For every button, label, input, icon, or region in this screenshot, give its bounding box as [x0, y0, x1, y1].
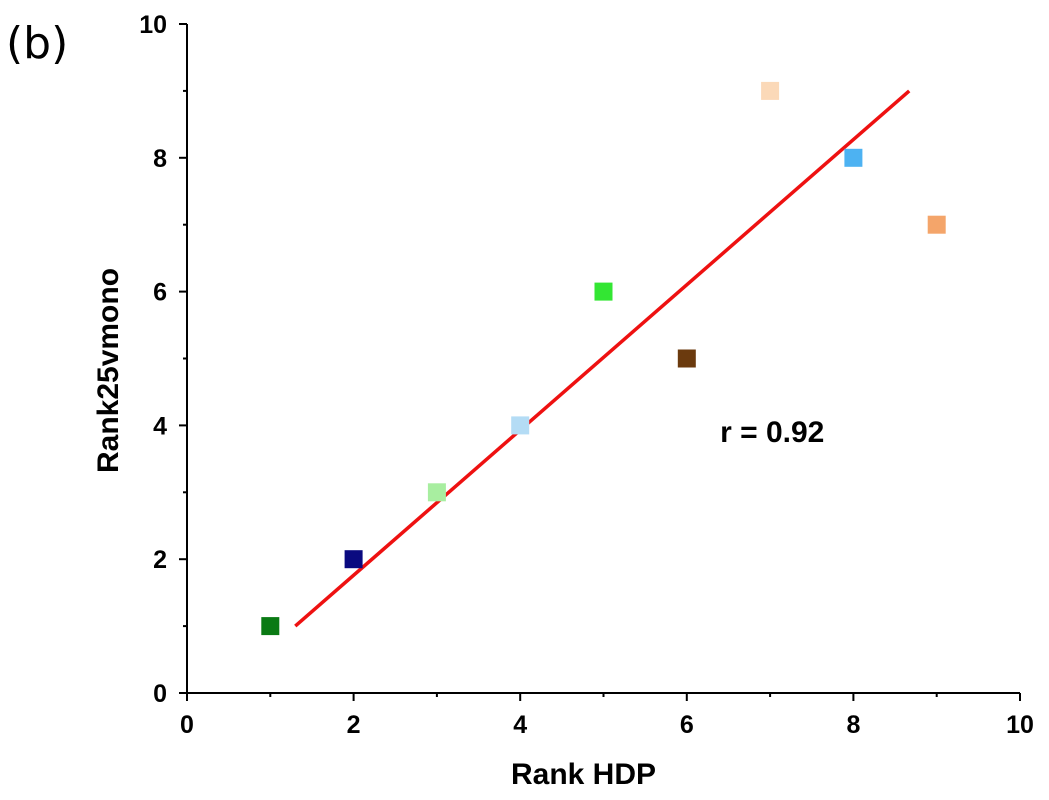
data-point [677, 349, 696, 368]
fit-line [294, 89, 911, 628]
x-tick-label: 10 [1006, 711, 1034, 739]
data-point [594, 282, 613, 301]
y-tick-label: 4 [153, 412, 167, 440]
y-tick-label: 10 [139, 11, 167, 39]
chart-labels: 0 2 4 6 8 10 0 2 4 6 8 10 Rank HDP Rank25vmono r = 0.9… [92, 11, 1034, 791]
panel-label: (b) [6, 18, 69, 69]
x-tick-label: 0 [180, 711, 194, 739]
x-tick-label: 8 [846, 711, 860, 739]
data-point [761, 81, 780, 100]
fit-line-group [294, 89, 911, 628]
x-tick-label: 6 [680, 711, 694, 739]
correlation-annotation: r = 0.92 [720, 416, 824, 449]
data-point [511, 416, 530, 435]
x-tick-label: 4 [513, 711, 527, 739]
data-points [261, 81, 946, 636]
y-axis-title: Rank25vmono [92, 268, 125, 473]
data-point [844, 148, 863, 167]
x-tick-label: 2 [347, 711, 361, 739]
data-point [344, 550, 363, 569]
y-tick-label: 8 [153, 145, 167, 173]
data-point [927, 215, 946, 234]
data-point [427, 483, 446, 502]
y-tick-label: 2 [153, 546, 167, 574]
axes [179, 23, 1021, 701]
y-tick-label: 6 [153, 279, 167, 307]
data-point [261, 617, 280, 636]
x-axis-title: Rank HDP [511, 758, 656, 791]
y-tick-label: 0 [153, 680, 167, 708]
